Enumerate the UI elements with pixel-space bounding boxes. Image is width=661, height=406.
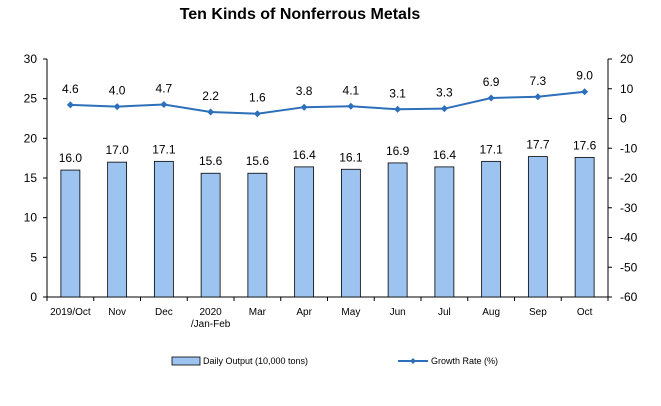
bar [247,172,268,298]
growth-rate-label: 4.1 [343,83,360,97]
right-tick-label: -30 [620,201,638,215]
data-labels: 16.0 17.0 17.1 15.6 15.6 16.4 16.1 16.9 16.4 17.1… [59,69,597,169]
left-tick-label: 10 [24,211,38,225]
left-tick-label: 5 [30,250,37,264]
x-axis: 2019/Oct Nov Dec 2020/Jan-Feb Mar Apr May Jun Ju… [46,296,609,330]
line-series [66,88,589,118]
growth-rate-point [347,102,355,110]
x-tick-label: May [341,307,360,318]
legend-bar-label: Daily Output (10,000 tons) [203,356,308,366]
growth-rate-label: 9.0 [576,69,593,83]
growth-rate-point [253,110,261,118]
growth-rate-point [581,88,589,96]
bar [294,166,315,298]
bar-value-label: 16.9 [386,144,410,158]
growth-rate-point [207,108,215,116]
growth-rate-point [66,101,74,109]
legend-line-label: Growth Rate (%) [431,356,498,366]
bar [387,162,408,298]
bar [107,161,128,298]
bar [481,160,502,298]
legend-bar-swatch [171,356,201,366]
bar-value-label: 16.0 [59,151,83,165]
left-tick-label: 15 [24,171,38,185]
right-tick-label: -40 [620,231,638,245]
right-tick-label: -50 [620,260,638,274]
x-tick-label: Oct [577,307,593,318]
x-tick-label: Aug [482,307,500,318]
growth-rate-label: 2.2 [202,89,219,103]
right-tick-label: -60 [620,290,638,304]
x-tick-label: Mar [249,307,267,318]
bar-value-label: 17.0 [105,143,129,157]
left-tick-label: 25 [24,92,38,106]
growth-rate-label: 4.0 [109,84,126,98]
growth-rate-label: 6.9 [483,75,500,89]
left-tick-label: 20 [24,131,38,145]
growth-rate-point [534,93,542,101]
growth-rate-label: 4.7 [156,82,173,96]
bar-value-label: 17.6 [573,138,597,152]
bar [340,168,361,298]
growth-rate-line [70,90,585,115]
right-tick-label: -20 [620,171,638,185]
bar-value-label: 16.1 [339,150,363,164]
bar-value-label: 15.6 [199,154,223,168]
legend-line-marker [410,358,416,364]
x-tick-label: Dec [155,307,173,318]
x-tick-label: Jun [390,307,406,318]
growth-rate-point [113,103,121,111]
right-tick-label: 20 [620,52,634,66]
left-tick-label: 0 [30,290,37,304]
x-tick-label: Jul [438,307,451,318]
growth-rate-point [487,94,495,102]
growth-rate-label: 7.3 [530,74,547,88]
growth-rate-label: 4.6 [62,82,79,96]
bar-value-label: 15.6 [246,154,270,168]
right-tick-label: 10 [620,82,634,96]
bar [574,156,595,298]
x-tick-label: 2020/Jan-Feb [191,307,231,330]
right-tick-label: -10 [620,141,638,155]
growth-rate-label: 3.8 [296,84,313,98]
right-axis: -60 -50 -40 -30 -20 -10 0 10 20 [607,52,638,304]
growth-rate-point [394,105,402,113]
bar [527,156,548,298]
growth-rate-point [160,101,168,109]
bar [153,160,174,298]
bar-value-label: 16.4 [433,148,457,162]
left-tick-label: 30 [24,52,38,66]
bar [434,166,455,298]
growth-rate-label: 3.1 [389,86,406,100]
bar-value-label: 17.7 [526,138,550,152]
legend: Daily Output (10,000 tons) Growth Rate (%… [171,356,498,366]
bar-value-label: 17.1 [152,142,176,156]
growth-rate-label: 3.3 [436,86,453,100]
chart-title: Ten Kinds of Nonferrous Metals [179,6,421,23]
x-tick-label: Sep [529,307,547,318]
bar-series [60,156,595,298]
bar [200,172,221,298]
x-tick-label: Apr [296,307,312,318]
bar-value-label: 16.4 [292,148,316,162]
growth-rate-label: 1.6 [249,91,266,105]
growth-rate-point [440,105,448,113]
bar [60,169,81,298]
right-tick-label: 0 [620,112,627,126]
x-tick-label: Nov [108,307,126,318]
x-tick-label: 2019/Oct [50,307,91,318]
bar-value-label: 17.1 [479,142,503,156]
left-axis: 0 5 10 15 20 25 30 [24,52,48,304]
growth-rate-point [300,103,308,111]
